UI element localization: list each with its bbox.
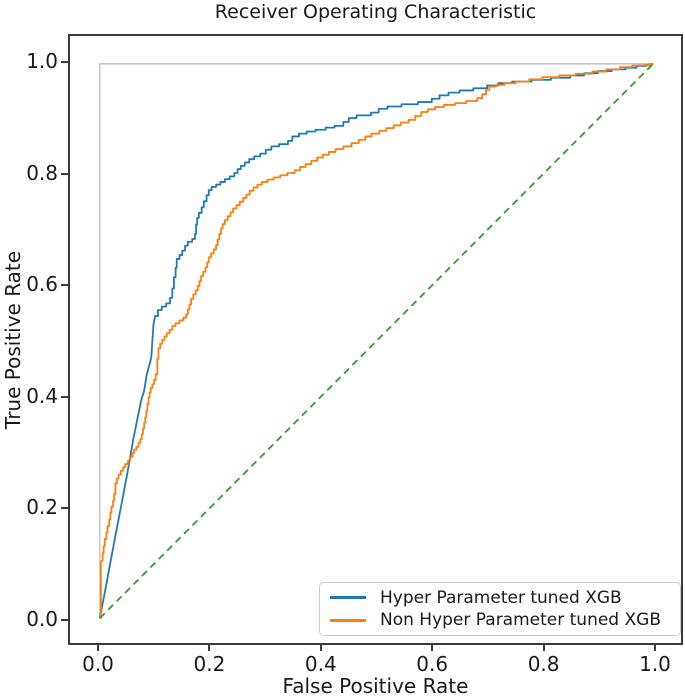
x-tick-mark bbox=[654, 645, 656, 651]
y-tick-label: 0.0 bbox=[26, 607, 58, 631]
series-chance-diagonal bbox=[99, 63, 654, 619]
legend-entry-hyper-tuned: Hyper Parameter tuned XGB bbox=[330, 588, 670, 608]
series-non-hyper-tuned-xgb bbox=[99, 62, 654, 620]
series-hyper-tuned-xgb bbox=[98, 62, 654, 619]
y-tick-mark bbox=[61, 172, 68, 175]
x-tick-label: 0.8 bbox=[527, 652, 560, 676]
x-tick-label: 1.0 bbox=[639, 652, 671, 676]
legend-label: Hyper Parameter tuned XGB bbox=[380, 587, 622, 608]
y-tick-mark bbox=[61, 284, 68, 287]
y-tick-label: 1.0 bbox=[26, 49, 58, 73]
legend-entry-non-hyper-tuned: Non Hyper Parameter tuned XGB bbox=[330, 610, 670, 630]
x-axis-label: False Positive Rate bbox=[282, 674, 469, 698]
x-tick-label: 0.4 bbox=[304, 652, 337, 676]
x-tick-mark bbox=[542, 645, 545, 651]
y-tick-label: 0.4 bbox=[26, 383, 58, 408]
chart-title: Receiver Operating Characteristic bbox=[214, 1, 537, 23]
x-tick-label: 0.2 bbox=[193, 652, 226, 676]
x-tick-label: 0.6 bbox=[416, 652, 449, 676]
legend: Hyper Parameter tuned XGB Non Hyper Para… bbox=[319, 582, 681, 636]
y-tick-mark bbox=[61, 619, 68, 621]
x-tick-mark bbox=[208, 645, 211, 651]
legend-label: Non Hyper Parameter tuned XGB bbox=[380, 610, 661, 631]
axes-box bbox=[68, 34, 683, 645]
y-tick-mark bbox=[61, 395, 68, 398]
y-tick-mark bbox=[61, 507, 68, 510]
y-tick-label: 0.6 bbox=[26, 272, 58, 297]
series-ideal-reference bbox=[99, 63, 654, 619]
y-tick-label: 0.2 bbox=[26, 495, 58, 520]
x-tick-label: 0.0 bbox=[82, 652, 114, 676]
plot-area bbox=[98, 62, 654, 620]
x-tick-mark bbox=[97, 645, 99, 651]
y-tick-label: 0.8 bbox=[26, 160, 58, 185]
legend-line-sample-orange bbox=[330, 619, 366, 622]
x-tick-mark bbox=[319, 645, 322, 651]
x-tick-mark bbox=[431, 645, 434, 651]
y-tick-mark bbox=[61, 61, 68, 63]
legend-line-sample-blue bbox=[330, 596, 366, 599]
